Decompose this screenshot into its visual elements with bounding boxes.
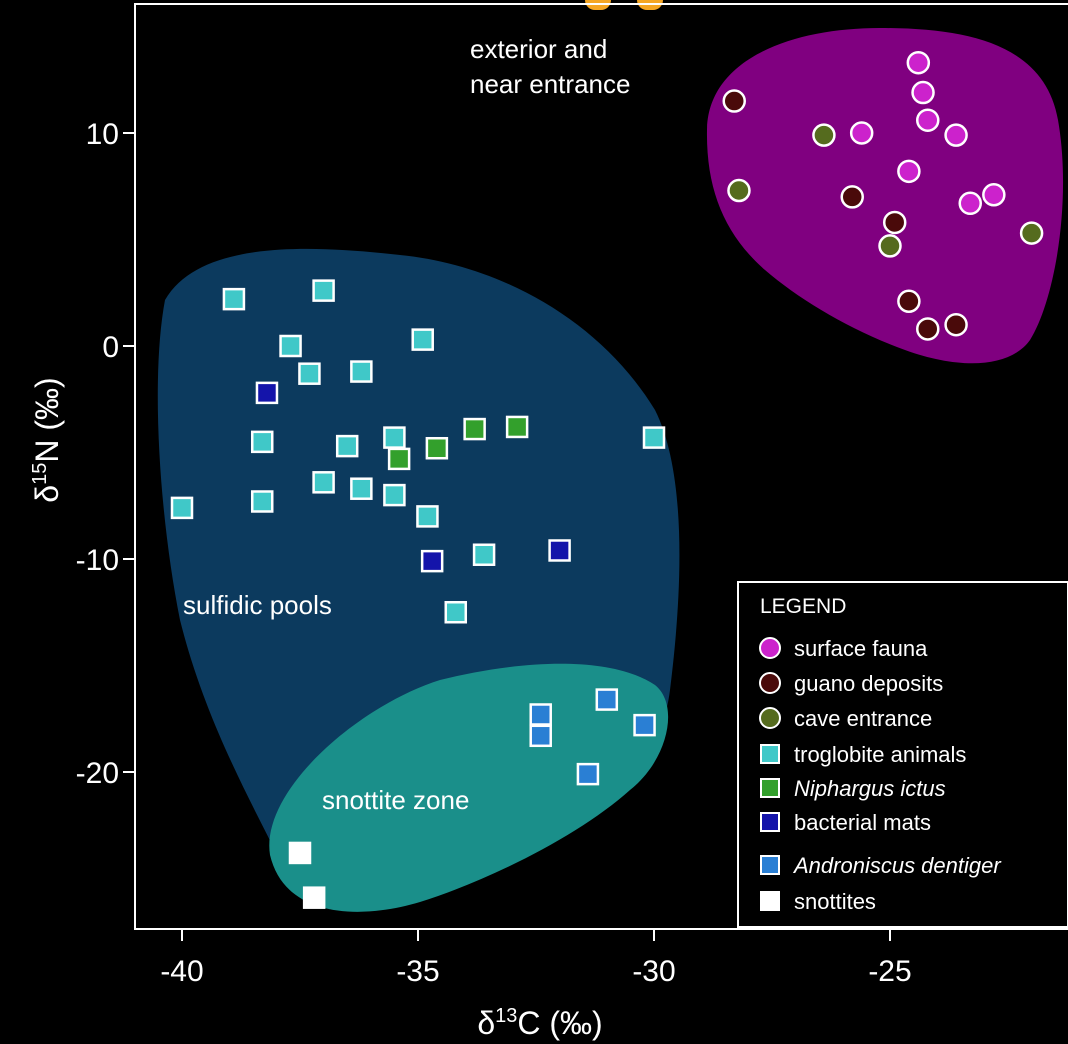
legend-label-bacterial-mats: bacterial mats	[794, 810, 931, 835]
point-surface-fauna	[906, 50, 931, 75]
point-troglobite-animals	[170, 496, 194, 520]
point-troglobite-animals	[298, 362, 321, 385]
point-snottites	[288, 841, 312, 865]
y-tick-label: 10	[86, 118, 119, 151]
point-troglobite-animals	[383, 426, 406, 449]
point-troglobite-animals	[335, 434, 359, 458]
legend-title: LEGEND	[760, 595, 846, 618]
legend-label-snottites: snottites	[794, 889, 876, 914]
point-androniscus-dentiger	[633, 713, 656, 737]
point-surface-fauna	[897, 159, 921, 184]
legend-label-surface-fauna: surface fauna	[794, 636, 928, 661]
point-cave-entrance	[812, 123, 836, 147]
point-cave-entrance	[878, 234, 902, 258]
point-androniscus-dentiger	[576, 762, 600, 786]
legend-marker-bacterial-mats	[760, 812, 780, 832]
point-niphargus-ictus	[505, 415, 529, 439]
y-tick-label: 0	[102, 331, 119, 364]
point-bacterial-mats	[255, 381, 279, 405]
legend-marker-cave-entrance	[759, 707, 781, 729]
region-snottite-zone	[269, 663, 669, 912]
legend-marker-guano-deposits	[759, 672, 781, 694]
point-guano-deposits	[722, 89, 746, 113]
point-troglobite-animals	[250, 490, 274, 513]
point-snottites	[302, 886, 326, 909]
region-label-sulfidic: sulfidic pools	[183, 590, 332, 620]
point-androniscus-dentiger	[529, 724, 552, 748]
x-tick-label: -30	[632, 955, 675, 988]
region-exterior	[706, 28, 1064, 364]
legend-label-troglobite-animals: troglobite animals	[794, 742, 966, 767]
point-troglobite-animals	[444, 601, 468, 624]
point-troglobite-animals	[350, 360, 373, 383]
plot-frame	[134, 3, 1068, 930]
point-guano-deposits	[916, 317, 940, 341]
point-niphargus-ictus	[425, 436, 449, 460]
legend-box	[737, 581, 1068, 928]
point-guano-deposits	[897, 289, 921, 314]
y-axis-label: δ15N (‰)	[29, 377, 65, 502]
point-surface-fauna	[916, 108, 940, 132]
region-label-exterior-line2: near entrance	[470, 69, 630, 99]
point-bacterial-mats	[420, 549, 444, 573]
x-tick-label: -35	[396, 955, 439, 988]
x-tick-label: -40	[160, 955, 203, 988]
point-androniscus-dentiger	[529, 703, 552, 726]
axes: -40 -35 -30 -25 10 0 -10 -20	[76, 118, 912, 988]
point-troglobite-animals	[411, 328, 434, 351]
point-guano-deposits	[840, 185, 864, 209]
point-androniscus-dentiger	[595, 688, 619, 711]
region-label-exterior-line1: exterior and	[470, 34, 607, 64]
x-axis-label: δ13C (‰)	[477, 1005, 602, 1041]
legend-label-androniscus-dentiger: Androniscus dentiger	[792, 853, 1002, 878]
point-niphargus-ictus	[387, 447, 411, 471]
point-bacterial-mats	[548, 539, 571, 562]
point-guano-deposits	[944, 312, 968, 337]
point-niphargus-ictus	[463, 417, 486, 441]
legend: LEGEND surface fauna guano deposits cave e…	[737, 581, 1068, 928]
point-troglobite-animals	[383, 483, 406, 507]
legend-marker-surface-fauna	[759, 637, 781, 659]
point-troglobite-animals	[642, 426, 666, 449]
legend-marker-troglobite-animals	[760, 744, 780, 764]
y-tick-label: -10	[76, 544, 119, 577]
point-surface-fauna	[944, 123, 968, 147]
point-surface-fauna	[958, 191, 982, 216]
point-cave-entrance	[727, 178, 751, 203]
y-tick-label: -20	[76, 757, 119, 790]
point-surface-fauna	[982, 183, 1006, 207]
legend-label-guano-deposits: guano deposits	[794, 671, 943, 696]
point-troglobite-animals	[312, 471, 335, 494]
legend-marker-androniscus-dentiger	[760, 855, 780, 875]
point-troglobite-animals	[250, 430, 274, 454]
point-surface-fauna	[849, 121, 874, 145]
point-troglobite-animals	[279, 334, 302, 358]
point-troglobite-animals	[222, 287, 246, 311]
point-guano-deposits	[882, 210, 907, 235]
point-surface-fauna	[911, 80, 935, 105]
region-label-snottite: snottite zone	[322, 785, 469, 815]
legend-label-niphargus-ictus: Niphargus ictus	[794, 776, 946, 801]
legend-marker-snottites	[760, 891, 780, 911]
region-label-exterior: exterior and near entrance	[470, 34, 630, 99]
point-troglobite-animals	[312, 279, 335, 302]
legend-label-cave-entrance: cave entrance	[794, 706, 932, 731]
x-tick-label: -25	[868, 955, 911, 988]
legend-marker-niphargus-ictus	[760, 778, 780, 798]
point-troglobite-animals	[472, 543, 496, 566]
point-troglobite-animals	[416, 505, 439, 528]
point-troglobite-animals	[350, 477, 373, 500]
data-points	[170, 50, 1044, 909]
point-cave-entrance	[1019, 221, 1044, 245]
